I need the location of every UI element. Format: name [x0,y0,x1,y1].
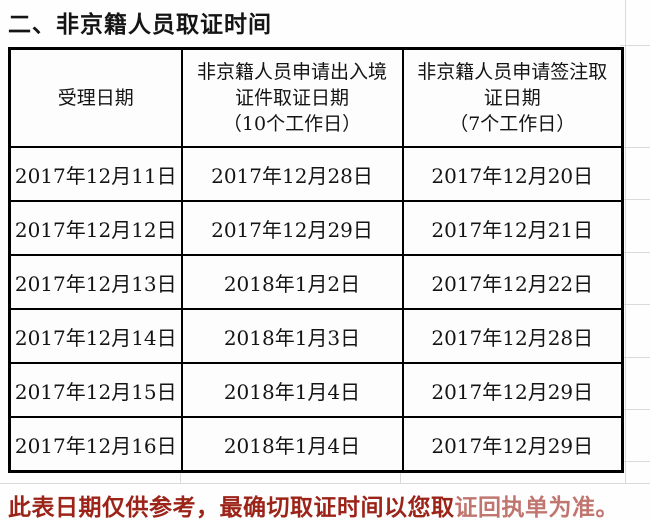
table-header-row: 受理日期 非京籍人员申请出入境 证件取证日期 （10个工作日） 非京籍人员申请签… [8,47,624,148]
table-cell: 2017年12月15日 [8,362,183,418]
table-row: 2017年12月16日 2018年1月4日 2017年12月29日 [8,416,624,473]
table-row: 2017年12月13日 2018年1月2日 2017年12月22日 [8,254,624,310]
table-cell: 2017年12月22日 [401,254,624,310]
table-cell: 2017年12月16日 [8,416,183,473]
table-cell: 2017年12月29日 [180,200,404,256]
spreadsheet-gridline [620,409,650,410]
table-cell: 2017年12月28日 [401,308,624,364]
table-cell: 2017年12月13日 [8,254,183,310]
section-title: 二、非京籍人员取证时间 [8,11,272,37]
disclaimer-text-main: 此表日期仅供参考，最确切取证时间以您取 [8,494,455,520]
table-cell: 2017年12月29日 [401,416,624,473]
table-cell: 2017年12月21日 [401,200,624,256]
pickup-schedule-table: 受理日期 非京籍人员申请出入境 证件取证日期 （10个工作日） 非京籍人员申请签… [8,47,624,473]
table-cell: 2018年1月4日 [180,416,404,473]
spreadsheet-gridline [620,252,650,253]
table-cell: 2018年1月2日 [180,254,404,310]
spreadsheet-gridline [620,461,650,462]
spreadsheet-gridline [620,45,650,46]
table-row: 2017年12月11日 2017年12月28日 2017年12月20日 [8,146,624,202]
spreadsheet-gridline [180,466,181,483]
spreadsheet-gridline [620,357,650,358]
table-cell: 2018年1月4日 [180,362,404,418]
spreadsheet-gridline [400,466,401,483]
spreadsheet-gridline [620,199,650,200]
disclaimer-text-faded: 证回执单为准。 [454,494,619,520]
table-cell: 2017年12月14日 [8,308,183,364]
spreadsheet-gridline [620,147,650,148]
table-cell: 2017年12月12日 [8,200,183,256]
table-cell: 2017年12月20日 [401,146,624,202]
table-cell: 2017年12月28日 [180,146,404,202]
table-cell: 2017年12月29日 [401,362,624,418]
table-row: 2017年12月15日 2018年1月4日 2017年12月29日 [8,362,624,418]
table-row: 2017年12月14日 2018年1月3日 2017年12月28日 [8,308,624,364]
spreadsheet-gridline [0,483,650,484]
disclaimer-note: 此表日期仅供参考，最确切取证时间以您取证回执单为准。 [8,488,619,522]
column-header-document-pickup: 非京籍人员申请出入境 证件取证日期 （10个工作日） [180,47,404,148]
table-cell: 2017年12月11日 [8,146,183,202]
column-header-endorsement-pickup: 非京籍人员申请签注取 证日期 （7个工作日） [401,47,624,148]
table-cell: 2018年1月3日 [180,308,404,364]
spreadsheet-gridline [625,0,626,483]
column-header-acceptance-date: 受理日期 [8,47,183,148]
spreadsheet-gridline [620,304,650,305]
table-row: 2017年12月12日 2017年12月29日 2017年12月21日 [8,200,624,256]
